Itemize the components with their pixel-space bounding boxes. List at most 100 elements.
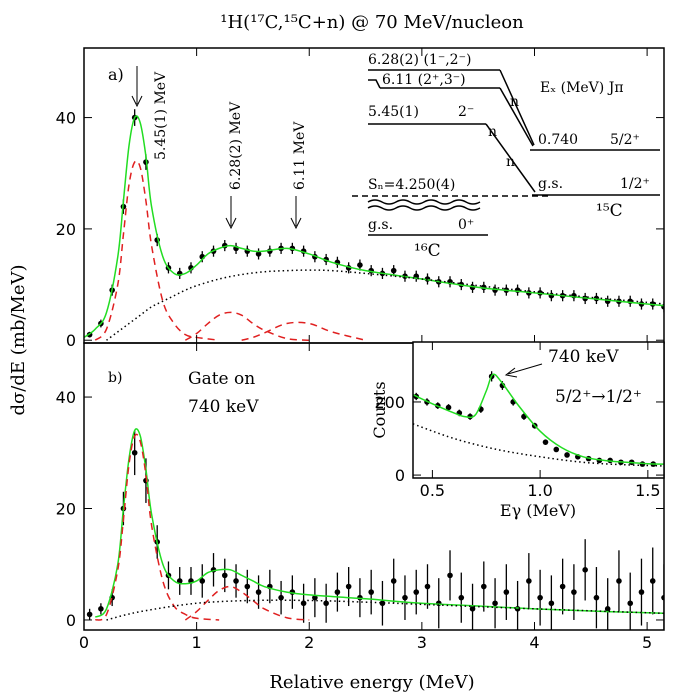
data-point <box>526 578 532 584</box>
inset-annotations: Counts Eγ (MeV) 740 keV 5/2⁺→1/2⁺ <box>370 347 642 520</box>
y-tick-label: 40 <box>56 388 76 407</box>
annotation: 740 keV <box>548 347 619 367</box>
data-point <box>553 446 560 453</box>
data-point <box>627 600 634 607</box>
level-label: 5.45(1) <box>368 104 419 120</box>
wavy-continuum <box>367 199 481 211</box>
panel-b: 0 20 40 0 1 2 3 4 5 <box>56 342 665 652</box>
data-point <box>86 611 93 618</box>
data-point <box>402 594 408 601</box>
y-tick-label: 200 <box>374 393 405 412</box>
data-point <box>300 600 307 607</box>
panel-a-annotations: a) 5.45(1) MeV 6.28(2) MeV 6.11 MeV <box>108 65 308 230</box>
data-point <box>368 589 374 595</box>
annotation: 6.28(2) MeV <box>228 101 244 190</box>
inset: 0 200 0.5 1.0 1.5 <box>374 341 665 500</box>
x-tick-label: 0.5 <box>420 481 445 500</box>
data-point <box>424 583 431 590</box>
data-point <box>593 594 600 601</box>
y-tick-label: 20 <box>56 220 76 239</box>
fit-curve <box>413 373 664 465</box>
plot-area <box>84 109 664 341</box>
data-point <box>255 589 262 595</box>
x-tick-label: 0 <box>79 633 89 652</box>
inset-background <box>413 342 664 478</box>
data-point <box>345 583 352 590</box>
inset-x-label: Eγ (MeV) <box>500 501 576 520</box>
x-tick-label: 1 <box>192 633 202 652</box>
data-point <box>255 251 262 257</box>
threshold-label: Sₙ=4.250(4) <box>368 177 455 193</box>
plot-area <box>86 428 664 630</box>
level-label: 6.11 (2⁺,3⁻) <box>382 72 466 88</box>
data-point <box>379 600 386 607</box>
data-point <box>221 572 228 579</box>
data-point <box>469 606 476 612</box>
transition <box>499 69 535 146</box>
annotation: 5/2⁺→1/2⁺ <box>555 387 642 407</box>
level-label: 0⁺ <box>458 217 474 233</box>
y-tick-label: 0 <box>395 466 405 485</box>
neutron-label: n <box>506 154 515 170</box>
data-point <box>390 267 397 274</box>
level-bracket <box>368 79 381 89</box>
level-scheme: 6.28(2) (1⁻,2⁻) 6.11 (2⁺,3⁻) 5.45(1) 2⁻ … <box>352 52 660 261</box>
annotation: 5.45(1) MeV <box>153 71 169 160</box>
fit-curve <box>184 311 310 341</box>
chart-title: ¹H(¹⁷C,¹⁵C+n) @ 70 MeV/nucleon <box>220 12 524 33</box>
data-point <box>199 578 206 584</box>
annotation: 6.11 MeV <box>292 121 308 190</box>
data-point <box>616 578 622 584</box>
fit-curve <box>94 428 664 618</box>
data-point <box>481 583 487 590</box>
data-point <box>312 594 318 601</box>
fit-curve <box>94 433 220 621</box>
data-point <box>537 594 543 601</box>
arrow-head <box>131 95 143 108</box>
plot-area <box>413 371 664 467</box>
x-tick-label: 3 <box>417 633 427 652</box>
arrow <box>507 363 543 375</box>
nucleus-label: ¹⁵C <box>596 201 623 221</box>
x-tick-label: 2 <box>304 633 314 652</box>
level-label: 1/2⁺ <box>620 176 650 192</box>
fit-curve <box>184 585 310 621</box>
data-point <box>244 583 251 590</box>
neutron-label: n <box>488 124 497 140</box>
plot-frame <box>83 342 665 631</box>
data-point <box>604 606 611 612</box>
fit-curve <box>94 160 220 341</box>
x-tick-label: 5 <box>642 633 652 652</box>
level-label: 6.28(2) (1⁻,2⁻) <box>368 52 471 68</box>
data-point <box>571 589 577 595</box>
y-tick-label: 0 <box>66 331 76 350</box>
level-label: g.s. <box>368 217 393 233</box>
fit-curve <box>106 269 664 341</box>
data-point <box>638 589 645 595</box>
data-point <box>447 572 453 579</box>
plot-frame <box>412 341 665 479</box>
x-axis-label: Relative energy (MeV) <box>269 672 474 693</box>
level-label: g.s. <box>538 176 563 192</box>
data-point <box>334 589 341 595</box>
data-point <box>131 449 138 456</box>
data-point <box>458 594 465 601</box>
panel-b-annotations: b) Gate on 740 keV <box>108 369 259 417</box>
level-label: 0.740 <box>538 132 578 148</box>
transition <box>485 123 536 193</box>
data-point <box>233 578 239 584</box>
data-point <box>559 583 566 590</box>
nucleus-label: ¹⁶C <box>414 241 441 261</box>
x-tick-label: 1.0 <box>527 481 552 500</box>
arrow-head <box>290 217 302 230</box>
arrow-head <box>504 367 518 378</box>
fit-curve <box>241 321 366 341</box>
level-header: Eₓ (MeV) Jπ <box>540 80 624 96</box>
data-point <box>548 600 555 607</box>
transition <box>499 87 534 147</box>
y-tick-label: 40 <box>56 109 76 128</box>
data-point <box>413 589 420 595</box>
neutron-label: n <box>510 94 519 110</box>
y-tick-label: 20 <box>56 500 76 519</box>
